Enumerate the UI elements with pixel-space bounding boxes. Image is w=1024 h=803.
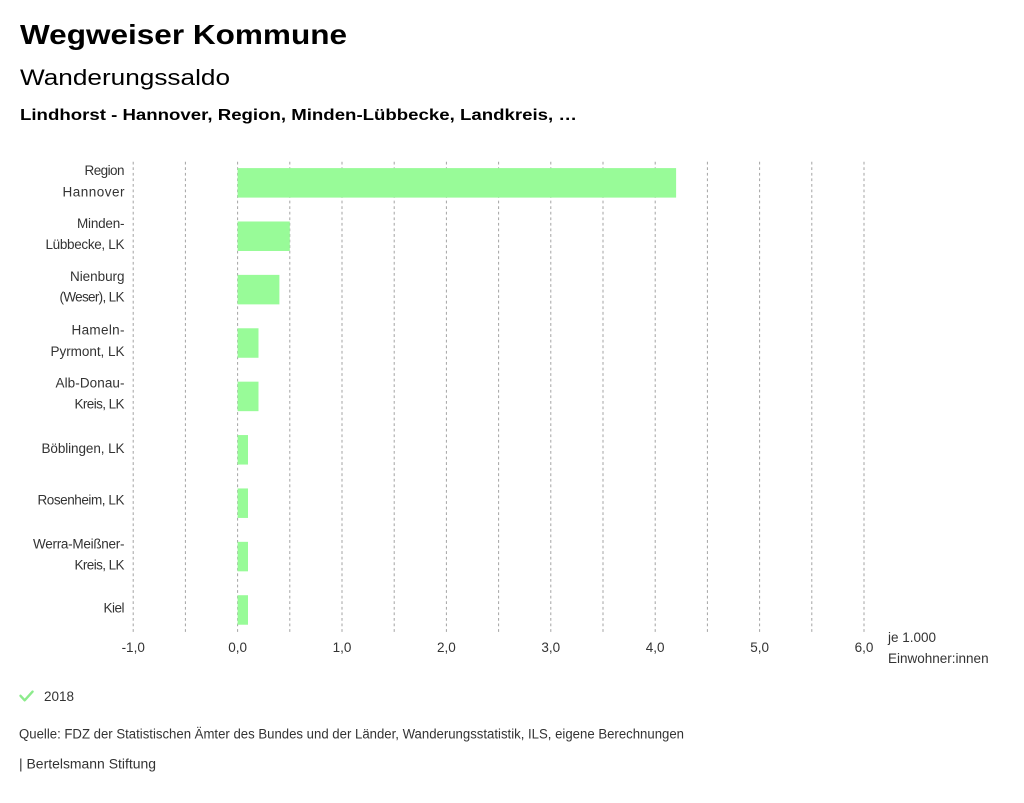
svg-text:-1,0: -1,0 [122, 640, 145, 655]
svg-text:Werra-Meißner-: Werra-Meißner- [33, 536, 125, 551]
svg-text:Rosenheim, LK: Rosenheim, LK [38, 492, 125, 507]
svg-text:Lindhorst - Hannover, Region,: Lindhorst - Hannover, Region, Minden-Lüb… [20, 107, 577, 124]
svg-text:Böblingen, LK: Böblingen, LK [42, 441, 125, 456]
svg-text:2,0: 2,0 [437, 640, 456, 655]
svg-text:Pyrmont, LK: Pyrmont, LK [51, 344, 125, 359]
svg-text:Kreis, LK: Kreis, LK [75, 557, 125, 572]
svg-text:3,0: 3,0 [541, 640, 560, 655]
svg-text:Nienburg: Nienburg [70, 269, 125, 284]
svg-text:2018: 2018 [44, 689, 74, 704]
svg-text:Hannover: Hannover [63, 184, 126, 199]
svg-text:Kiel: Kiel [104, 601, 125, 616]
svg-text:Alb-Donau-: Alb-Donau- [56, 376, 125, 391]
svg-text:Hameln-: Hameln- [72, 323, 125, 338]
svg-text:Wanderungssaldo: Wanderungssaldo [20, 65, 230, 90]
svg-text:Lübbecke, LK: Lübbecke, LK [46, 237, 125, 252]
svg-text:Kreis, LK: Kreis, LK [75, 397, 125, 412]
svg-text:0,0: 0,0 [228, 640, 247, 655]
svg-text:je 1.000: je 1.000 [887, 630, 936, 645]
svg-text:Minden-: Minden- [77, 216, 125, 231]
svg-text:5,0: 5,0 [750, 640, 769, 655]
svg-text:| Bertelsmann Stiftung: | Bertelsmann Stiftung [19, 756, 156, 771]
svg-text:Einwohner:innen: Einwohner:innen [888, 651, 989, 666]
svg-text:Wegweiser Kommune: Wegweiser Kommune [20, 19, 347, 50]
svg-text:6,0: 6,0 [855, 640, 874, 655]
svg-text:Region: Region [85, 163, 125, 178]
svg-text:1,0: 1,0 [333, 640, 352, 655]
svg-text:(Weser), LK: (Weser), LK [60, 290, 125, 305]
svg-text:4,0: 4,0 [646, 640, 665, 655]
svg-text:Quelle: FDZ der Statistischen: Quelle: FDZ der Statistischen Ämter des … [19, 726, 684, 741]
